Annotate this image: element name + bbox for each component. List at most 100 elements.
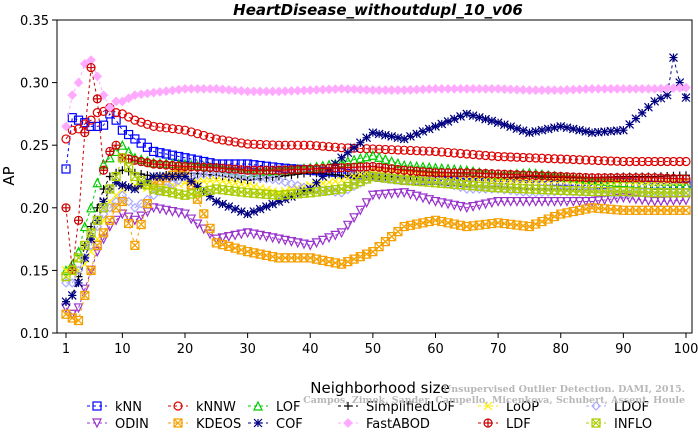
- legend-item-knnw: kNNW: [168, 400, 236, 415]
- point-cof: [431, 121, 440, 131]
- point-knnw: [180, 125, 190, 135]
- point-fastabod: [599, 84, 610, 94]
- point-odin: [330, 230, 341, 241]
- point-knnw: [656, 156, 666, 167]
- point-fastabod: [524, 85, 535, 95]
- point-knnw: [205, 132, 215, 142]
- point-ldf: [80, 128, 90, 138]
- point-fastabod: [368, 85, 378, 95]
- point-odin: [349, 213, 360, 224]
- point-fastabod: [618, 84, 629, 94]
- point-fastabod: [443, 84, 453, 94]
- watermark-line-2: Campos, Zimek, Sander, Campello, Micenko…: [303, 395, 685, 406]
- point-odin: [117, 209, 128, 220]
- legend-marker-inflo: [591, 418, 601, 428]
- point-cof: [656, 93, 666, 103]
- point-fastabod: [493, 84, 503, 94]
- point-kdeos: [98, 228, 109, 238]
- point-fastabod: [461, 84, 472, 94]
- point-inflo: [117, 153, 127, 163]
- point-knnw: [286, 140, 297, 150]
- y-tick-label: 0.25: [20, 139, 49, 154]
- point-odin: [530, 196, 541, 207]
- point-knnw: [261, 140, 272, 150]
- point-fastabod: [380, 85, 391, 95]
- legend-item-loop: LoOP: [478, 400, 539, 415]
- point-fastabod: [242, 86, 253, 97]
- point-cof: [443, 116, 453, 126]
- point-fastabod: [217, 84, 228, 95]
- point-fastabod: [261, 86, 272, 97]
- legend-label: COF: [276, 417, 303, 432]
- point-knnw: [424, 146, 434, 156]
- point-odin: [299, 239, 309, 250]
- point-fastabod: [543, 85, 554, 95]
- series-line-odin: [65, 192, 687, 315]
- point-knnw: [574, 155, 585, 165]
- point-odin: [568, 196, 579, 207]
- point-cof: [387, 132, 397, 141]
- point-odin: [536, 196, 547, 207]
- point-knnw: [305, 140, 315, 150]
- point-odin: [436, 198, 447, 209]
- chart-title: HeartDisease_withoutdupl_10_v06: [233, 1, 523, 19]
- point-knnw: [236, 138, 246, 148]
- point-fastabod: [455, 84, 466, 94]
- point-cof: [437, 119, 447, 129]
- point-inflo: [80, 240, 90, 250]
- point-fastabod: [505, 84, 516, 95]
- point-knnw: [67, 125, 77, 135]
- point-odin: [192, 219, 203, 230]
- point-cof: [606, 126, 616, 136]
- point-odin: [248, 229, 259, 240]
- point-cof: [67, 291, 77, 300]
- point-knnw: [136, 117, 146, 127]
- point-lof: [73, 246, 84, 257]
- point-knnw: [568, 154, 578, 165]
- point-knnw: [537, 153, 547, 163]
- x-tick-label: 90: [615, 342, 632, 357]
- point-knnw: [130, 115, 140, 125]
- point-odin: [180, 209, 190, 220]
- point-odin: [511, 196, 522, 207]
- point-knnw: [675, 156, 685, 167]
- point-cof: [168, 172, 177, 181]
- point-cof: [268, 199, 278, 209]
- point-cof: [650, 96, 660, 106]
- point-cof: [368, 128, 378, 138]
- point-knnw: [274, 140, 284, 150]
- x-axis-label: Neighborhood size: [310, 379, 449, 397]
- point-odin: [543, 196, 554, 207]
- point-odin: [280, 235, 291, 246]
- point-odin: [336, 228, 347, 239]
- point-cof: [618, 125, 628, 135]
- point-knnw: [531, 153, 541, 163]
- point-knnw: [161, 123, 171, 133]
- point-odin: [305, 240, 316, 251]
- point-odin: [273, 234, 284, 245]
- point-ldof: [255, 173, 265, 183]
- point-fastabod: [104, 102, 115, 113]
- point-knnw: [668, 156, 679, 167]
- point-cof: [537, 125, 547, 135]
- point-cof: [355, 138, 365, 148]
- series-layer: [61, 53, 691, 326]
- point-cof: [255, 204, 265, 214]
- point-knnw: [311, 141, 322, 151]
- legend-label: ODIN: [115, 417, 149, 432]
- x-tick-label: 80: [552, 342, 569, 357]
- point-fastabod: [73, 77, 84, 88]
- legend-label: kNN: [115, 400, 142, 415]
- point-knnw: [606, 156, 616, 166]
- point-cof: [406, 132, 415, 141]
- x-axis: 1 10 20 30 40 50 60 70 80 90 100: [62, 333, 698, 357]
- y-tick-label: 0.15: [20, 264, 49, 279]
- point-odin: [355, 205, 366, 216]
- point-ldof: [92, 221, 103, 232]
- point-odin: [217, 233, 228, 244]
- point-cof: [218, 199, 227, 209]
- legend-marker-lof: [253, 400, 263, 411]
- point-knnw: [631, 156, 641, 167]
- point-knnw: [393, 145, 403, 155]
- point-odin: [424, 195, 435, 206]
